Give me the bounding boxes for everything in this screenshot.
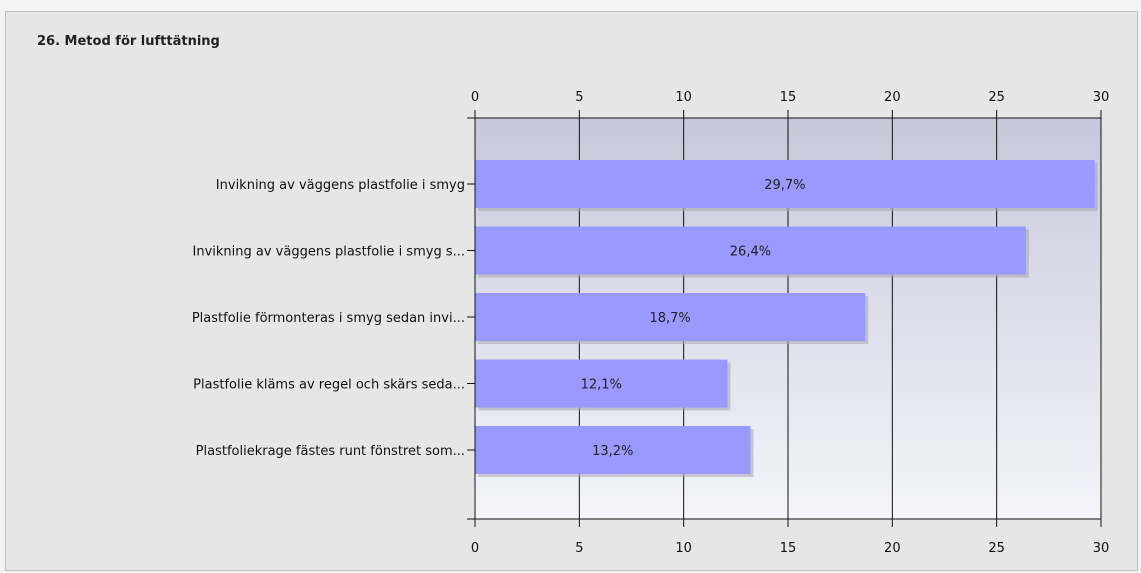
x-tick-label-top: 5 bbox=[575, 90, 583, 105]
category-label: Plastfoliekrage fästes runt fönstret som… bbox=[196, 444, 465, 459]
data-label: 12,1% bbox=[581, 378, 622, 393]
bar bbox=[475, 226, 1026, 275]
bar bbox=[475, 160, 1095, 208]
x-tick-label-bottom: 0 bbox=[471, 541, 479, 556]
data-label: 18,7% bbox=[649, 311, 690, 326]
x-tick-label-bottom: 20 bbox=[884, 541, 901, 556]
x-tick-label-top: 25 bbox=[988, 90, 1005, 105]
category-label: Invikning av väggens plastfolie i smyg bbox=[216, 178, 465, 193]
bar bbox=[475, 293, 866, 341]
x-tick-label-top: 0 bbox=[471, 90, 479, 105]
category-label: Invikning av väggens plastfolie i smyg s… bbox=[193, 245, 466, 260]
data-label: 26,4% bbox=[730, 245, 771, 260]
x-tick-label-bottom: 10 bbox=[675, 541, 692, 556]
x-tick-label-bottom: 5 bbox=[575, 541, 583, 556]
x-tick-label-bottom: 15 bbox=[780, 541, 797, 556]
x-tick-label-top: 30 bbox=[1093, 90, 1110, 105]
bar bbox=[475, 426, 751, 474]
data-label: 13,2% bbox=[592, 444, 633, 459]
x-tick-label-top: 20 bbox=[884, 90, 901, 105]
data-label: 29,7% bbox=[764, 178, 805, 193]
x-tick-label-top: 15 bbox=[780, 90, 797, 105]
chart-title: 26. Metod för lufttätning bbox=[37, 34, 220, 49]
category-label: Plastfolie kläms av regel och skärs seda… bbox=[193, 378, 465, 393]
bar bbox=[475, 359, 728, 408]
category-label: Plastfolie förmonteras i smyg sedan invi… bbox=[192, 311, 465, 326]
x-tick-label-bottom: 25 bbox=[988, 541, 1005, 556]
x-tick-label-top: 10 bbox=[675, 90, 692, 105]
x-tick-label-bottom: 30 bbox=[1093, 541, 1110, 556]
